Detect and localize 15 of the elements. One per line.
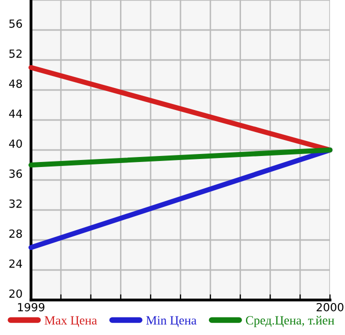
y-tick-label: 28 [9, 229, 22, 238]
y-tick-label: 24 [9, 259, 22, 268]
x-tick-label: 2000 [316, 302, 344, 312]
x-tick-label: 1999 [18, 302, 44, 312]
y-tick-label: 36 [9, 169, 22, 178]
legend-label: Max Цена [44, 316, 97, 328]
y-tick-label: 32 [9, 199, 22, 208]
y-tick-label: 20 [9, 289, 22, 298]
legend-label: Сред.Цена, т.йен [246, 316, 334, 328]
y-tick-label: 52 [9, 49, 22, 58]
y-tick-label: 40 [9, 139, 22, 148]
y-tick-label: 48 [9, 79, 22, 88]
legend-label: Min Цена [146, 316, 196, 328]
y-tick-label: 56 [9, 19, 22, 28]
y-tick-label: 44 [9, 110, 22, 118]
